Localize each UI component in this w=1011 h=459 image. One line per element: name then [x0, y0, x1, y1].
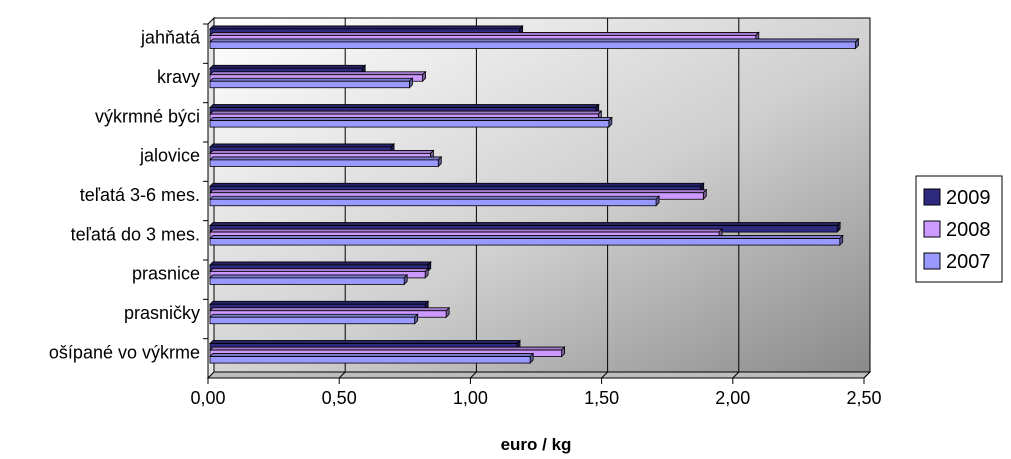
bar	[209, 37, 860, 50]
category-label: jahňatá	[140, 28, 201, 48]
bar	[209, 313, 419, 325]
category-label: teľatá 3-6 mes.	[80, 185, 200, 205]
x-tick-label: 1,50	[584, 388, 619, 408]
x-tick-label: 0,50	[322, 388, 357, 408]
legend-label: 2009	[946, 187, 991, 209]
bar	[209, 273, 409, 286]
gridline-floor	[732, 371, 740, 379]
bar	[209, 116, 613, 129]
gridline-floor	[470, 371, 477, 379]
plot-floor	[206, 371, 872, 379]
category-label: prasnice	[132, 264, 200, 284]
category-label: prasničky	[124, 303, 200, 323]
legend-label: 2007	[946, 251, 991, 273]
gridline-floor	[863, 371, 871, 379]
category-label: ošípané vo výkrme	[49, 342, 200, 362]
x-axis-title: euro / kg	[501, 435, 572, 454]
category-label: výkrmné býci	[95, 106, 200, 126]
gridline-floor	[338, 371, 346, 379]
gridline-floor	[601, 371, 608, 379]
legend-swatch	[923, 188, 941, 206]
x-tick-label: 0,00	[190, 388, 225, 408]
category-label: kravy	[157, 67, 200, 87]
category-label: teľatá do 3 mes.	[71, 224, 200, 244]
bar	[209, 234, 844, 247]
legend: 2009 2008 2007	[915, 175, 1003, 283]
bar	[209, 352, 535, 365]
legend-swatch	[923, 252, 941, 270]
category-label: jalovice	[139, 146, 200, 166]
legend-label: 2008	[946, 219, 991, 241]
legend-swatch	[923, 220, 941, 238]
bar	[209, 195, 661, 207]
bar	[209, 155, 443, 168]
x-tick-label: 2,50	[846, 388, 881, 408]
bar	[209, 77, 414, 89]
x-tick-label: 2,00	[715, 388, 750, 408]
x-tick-label: 1,00	[453, 388, 488, 408]
